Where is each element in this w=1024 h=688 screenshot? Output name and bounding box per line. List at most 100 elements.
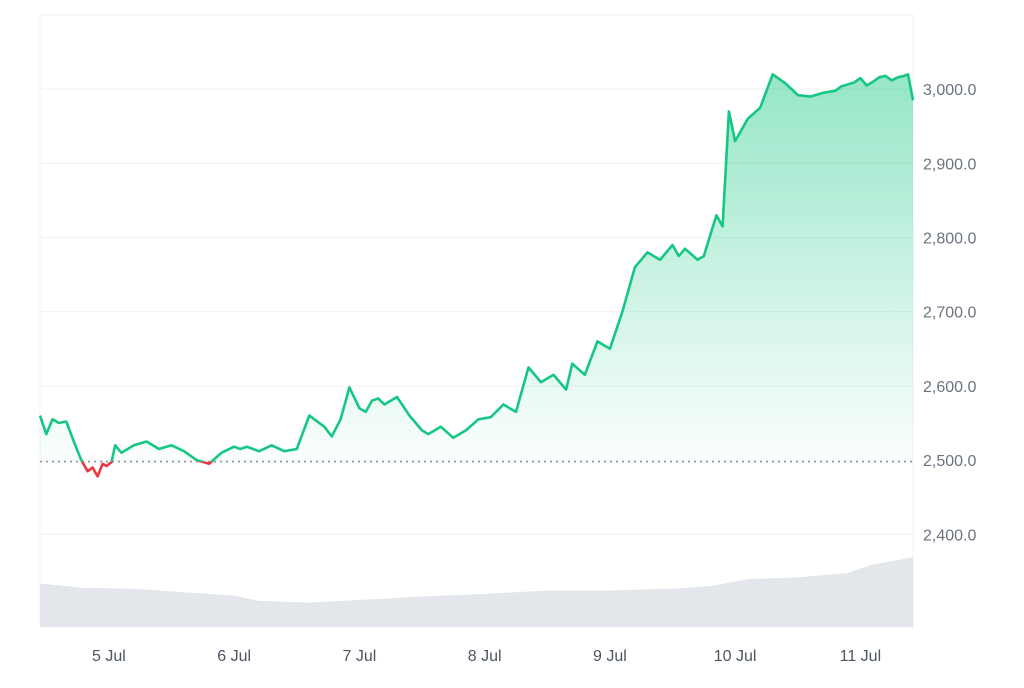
x-tick-label-5: 10 Jul [714,648,757,665]
data-point-28 [271,445,273,447]
data-point-20 [183,450,185,452]
x-tick-label-0: 5 Jul [92,648,126,665]
data-point-77 [772,74,774,76]
data-point-5 [73,441,75,443]
data-point-93 [907,74,909,76]
data-point-57 [572,363,574,365]
data-point-33 [331,436,333,438]
data-point-94 [912,100,914,102]
data-point-85 [860,77,862,79]
data-point-19 [171,445,173,447]
data-point-45 [428,433,430,435]
data-point-38 [371,400,373,402]
data-point-73 [734,140,736,142]
data-point-52 [515,411,517,413]
data-point-42 [396,396,398,398]
data-point-78 [784,82,786,84]
data-point-1 [46,433,48,435]
volume-area [40,557,913,627]
x-tick-label-2: 7 Jul [342,648,376,665]
data-point-70 [716,215,718,217]
data-point-55 [553,374,555,376]
data-point-53 [528,367,530,369]
data-point-37 [365,411,367,413]
data-point-16 [133,445,135,447]
y-tick-label-3: 2,700.0 [923,305,976,322]
data-point-60 [609,348,611,350]
data-point-18 [158,448,160,450]
data-point-30 [296,448,298,450]
data-point-75 [747,118,749,120]
data-point-2 [52,419,54,421]
data-point-67 [684,248,686,250]
y-tick-label-6: 3,000.0 [923,82,976,99]
data-point-59 [597,341,599,343]
data-point-15 [127,448,129,450]
data-point-47 [453,437,455,439]
data-point-68 [697,259,699,261]
price-line-up [38,73,915,462]
data-point-62 [634,266,636,268]
data-point-64 [659,259,661,261]
data-point-74 [741,129,743,131]
data-point-26 [246,446,248,448]
data-point-48 [465,430,467,432]
x-tick-label-6: 11 Jul [840,648,882,665]
data-point-91 [897,77,899,79]
data-point-34 [340,419,342,421]
data-point-8 [92,467,94,469]
x-axis-labels: 5 Jul 6 Jul 7 Jul 8 Jul 9 Jul 10 Jul 11 Jul [92,648,881,665]
area-shape [40,74,913,462]
data-point-6 [81,459,83,461]
data-point-49 [478,419,480,421]
data-point-17 [146,441,148,443]
data-point-3 [58,422,60,424]
data-point-9 [97,476,99,478]
data-point-25 [240,448,242,450]
volume-shape [40,557,913,627]
data-point-7 [87,470,89,472]
y-tick-label-2: 2,600.0 [923,379,976,396]
data-point-50 [490,416,492,418]
data-point-82 [835,90,837,92]
data-point-56 [565,389,567,391]
data-point-23 [221,452,223,454]
data-point-35 [349,387,351,389]
data-point-83 [841,85,843,87]
data-point-63 [647,252,649,254]
data-point-32 [324,426,326,428]
data-point-86 [866,85,868,87]
data-point-43 [409,415,411,417]
data-point-61 [622,311,624,313]
data-point-51 [503,404,505,406]
x-tick-label-1: 6 Jul [217,648,251,665]
data-point-27 [258,450,260,452]
data-point-24 [233,446,235,448]
data-point-80 [810,96,812,98]
data-point-44 [421,430,423,432]
data-point-90 [891,80,893,82]
data-point-41 [390,400,392,402]
x-tick-label-4: 9 Jul [593,648,627,665]
y-tick-label-5: 2,900.0 [923,156,976,173]
data-point-71 [722,226,724,228]
data-point-89 [885,75,887,77]
data-point-79 [797,94,799,96]
data-point-22 [208,463,210,465]
data-point-0 [39,415,41,417]
data-point-54 [540,381,542,383]
data-point-36 [359,407,361,409]
data-point-72 [728,111,730,113]
data-point-87 [872,81,874,83]
data-point-58 [584,374,586,376]
data-point-46 [440,426,442,428]
data-point-39 [377,398,379,400]
x-tick-label-3: 8 Jul [468,648,502,665]
data-point-84 [853,82,855,84]
data-point-92 [903,75,905,77]
data-point-29 [283,450,285,452]
data-point-88 [878,77,880,79]
data-point-40 [384,404,386,406]
